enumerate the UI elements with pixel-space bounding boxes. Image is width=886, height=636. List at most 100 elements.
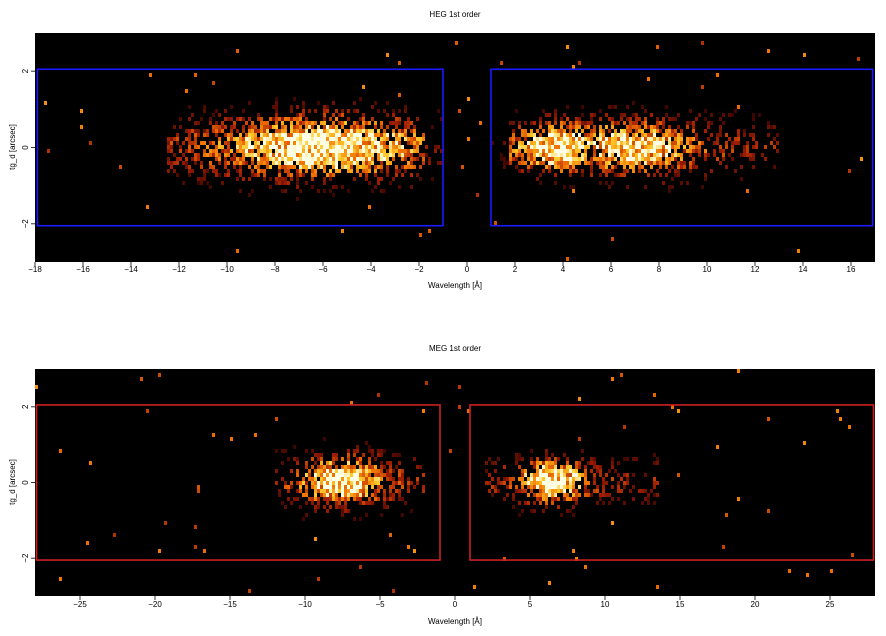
heat-pixel bbox=[749, 153, 752, 157]
heat-pixel bbox=[353, 161, 356, 165]
heat-pixel bbox=[548, 161, 551, 165]
heat-pixel bbox=[353, 449, 356, 453]
heat-pixel bbox=[218, 125, 221, 129]
heat-pixel bbox=[287, 145, 290, 149]
heat-pixel bbox=[332, 145, 335, 149]
heat-pixel bbox=[581, 129, 584, 133]
heat-pixel bbox=[632, 161, 635, 165]
heat-pixel bbox=[563, 465, 566, 469]
heat-pixel bbox=[611, 457, 614, 461]
heat-pixel bbox=[290, 153, 293, 157]
heat-pixel bbox=[611, 133, 614, 137]
heat-pixel bbox=[200, 165, 203, 169]
heat-pixel bbox=[599, 473, 602, 477]
heat-pixel bbox=[530, 449, 533, 453]
heat-pixel bbox=[629, 145, 632, 149]
heat-pixel bbox=[377, 489, 380, 493]
heat-pixel bbox=[611, 477, 614, 481]
heat-pixel bbox=[803, 441, 806, 445]
heat-pixel bbox=[440, 161, 443, 165]
heat-pixel bbox=[530, 489, 533, 493]
heat-pixel bbox=[374, 481, 377, 485]
heat-pixel bbox=[680, 165, 683, 169]
heat-pixel bbox=[263, 137, 266, 141]
heat-pixel bbox=[650, 165, 653, 169]
heat-pixel bbox=[278, 177, 281, 181]
heat-pixel bbox=[503, 141, 506, 145]
heat-pixel bbox=[530, 157, 533, 161]
heat-pixel bbox=[347, 169, 350, 173]
x-tick-label: 6 bbox=[609, 265, 614, 274]
heat-pixel bbox=[545, 481, 548, 485]
heat-pixel bbox=[371, 465, 374, 469]
heat-pixel bbox=[557, 165, 560, 169]
heat-pixel bbox=[539, 161, 542, 165]
heat-pixel bbox=[593, 149, 596, 153]
heat-pixel bbox=[599, 161, 602, 165]
heat-pixel bbox=[344, 153, 347, 157]
heat-pixel bbox=[422, 485, 425, 489]
heat-pixel bbox=[227, 169, 230, 173]
heat-pixel bbox=[389, 181, 392, 185]
heat-pixel bbox=[404, 121, 407, 125]
heat-pixel bbox=[251, 133, 254, 137]
heat-pixel bbox=[527, 133, 530, 137]
heat-pixel bbox=[569, 497, 572, 501]
heat-pixel bbox=[254, 433, 257, 437]
heat-pixel bbox=[311, 481, 314, 485]
heat-pixel bbox=[353, 133, 356, 137]
heat-pixel bbox=[317, 485, 320, 489]
heat-pixel bbox=[773, 125, 776, 129]
heat-pixel bbox=[635, 117, 638, 121]
heat-pixel bbox=[569, 153, 572, 157]
heat-pixel bbox=[287, 141, 290, 145]
heat-pixel bbox=[326, 133, 329, 137]
heg-heatmap bbox=[44, 41, 863, 261]
heat-pixel bbox=[653, 161, 656, 165]
heat-pixel bbox=[644, 137, 647, 141]
heat-pixel bbox=[350, 469, 353, 473]
heat-pixel bbox=[590, 121, 593, 125]
heat-pixel bbox=[281, 449, 284, 453]
heat-pixel bbox=[581, 449, 584, 453]
heat-pixel bbox=[359, 481, 362, 485]
heat-pixel bbox=[557, 505, 560, 509]
heat-pixel bbox=[593, 157, 596, 161]
heat-pixel bbox=[359, 145, 362, 149]
heat-pixel bbox=[182, 141, 185, 145]
heat-pixel bbox=[299, 133, 302, 137]
heat-pixel bbox=[632, 133, 635, 137]
heat-pixel bbox=[539, 469, 542, 473]
heat-pixel bbox=[344, 505, 347, 509]
heat-pixel bbox=[242, 149, 245, 153]
heat-pixel bbox=[257, 129, 260, 133]
heat-pixel bbox=[620, 373, 623, 377]
heat-pixel bbox=[524, 481, 527, 485]
heat-pixel bbox=[416, 477, 419, 481]
heat-pixel bbox=[572, 161, 575, 165]
heat-pixel bbox=[323, 485, 326, 489]
heat-pixel bbox=[230, 129, 233, 133]
heat-pixel bbox=[566, 481, 569, 485]
heat-pixel bbox=[584, 473, 587, 477]
heat-pixel bbox=[383, 157, 386, 161]
heat-pixel bbox=[203, 133, 206, 137]
heat-pixel bbox=[524, 129, 527, 133]
heat-pixel bbox=[380, 141, 383, 145]
heat-pixel bbox=[752, 137, 755, 141]
heat-pixel bbox=[287, 173, 290, 177]
heat-pixel bbox=[668, 157, 671, 161]
heat-pixel bbox=[341, 125, 344, 129]
heg-y-axis-label: tg_d [arcsec] bbox=[8, 124, 17, 170]
heat-pixel bbox=[284, 481, 287, 485]
heat-pixel bbox=[362, 165, 365, 169]
heat-pixel bbox=[290, 485, 293, 489]
heg-panel: HEG 1st order −18 −16 −14 −12 −10 −8 −6 −4 −2 0 2 4… bbox=[8, 10, 875, 290]
heat-pixel bbox=[365, 493, 368, 497]
heat-pixel bbox=[356, 489, 359, 493]
heat-pixel bbox=[365, 153, 368, 157]
heat-pixel bbox=[194, 73, 197, 77]
heat-pixel bbox=[551, 477, 554, 481]
heat-pixel bbox=[578, 157, 581, 161]
heat-pixel bbox=[413, 129, 416, 133]
